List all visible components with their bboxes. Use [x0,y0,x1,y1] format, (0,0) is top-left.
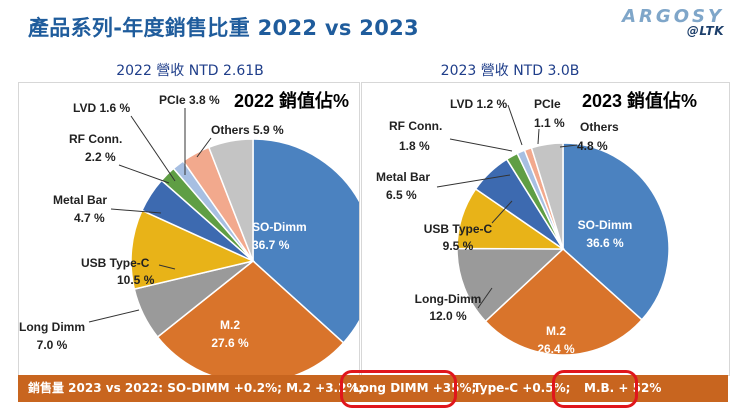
slice-label-others: Others 5.9 % [211,123,284,137]
pie-slice-long-dimm [456,247,565,323]
slice-label-lvd: LVD 1.6 % [73,101,130,115]
long-dimm-growth: Long DIMM +35%; [353,381,477,395]
slice-value-so-dimm: 36.7 % [252,238,290,252]
subtitle-2023: 2023 營收 NTD 3.0B [440,63,580,79]
slice-value-others: 4.8 % [577,139,608,153]
chart-heading: 2023 銷值佔% [582,90,697,111]
leader-line-metal-bar [110,208,162,214]
slice-label-metal-bar: Metal Bar [53,193,107,207]
slice-value-metal-bar: 6.5 % [386,188,417,202]
slice-label-rf-conn: RF Conn. [389,119,442,133]
page-title: 產品系列-年度銷售比重 2022 vs 2023 [28,16,419,40]
slice-label-m-2: M.2 [546,324,566,338]
slice-label-lvd: LVD 1.2 % [450,97,507,111]
slice-value-so-dimm: 36.6 % [586,236,624,250]
leader-line-usb-type-c [158,264,176,270]
leader-line-rf-conn [449,138,513,152]
slice-label-pcie: PCIe 3.8 % [159,93,220,107]
pie-slice-so-dimm [562,142,670,321]
slice-label-pcie: PCIe [534,97,561,111]
slice-label-rf-conn: RF Conn. [69,132,122,146]
leader-line-long-dimm [88,309,140,323]
pie-slice-others [530,142,564,250]
slice-label-usb-type-c: USB Type-C [424,222,493,236]
slice-value-usb-type-c: 10.5 % [117,273,155,287]
slice-value-pcie: 1.1 % [534,116,565,130]
pie-slice-m-2 [484,247,643,356]
leader-line-lvd [130,115,176,182]
slice-value-m-2: 26.4 % [537,342,575,356]
pie-chart-2023: 2023 銷值佔% SO-Dimm 36.6 % M.2 26.4 % Long-Dimm… [376,90,697,356]
slice-value-long-dimm: 12.0 % [429,309,467,323]
slice-value-rf-conn: 2.2 % [85,150,116,164]
leader-line-usb-type-c [491,200,513,224]
slice-label-so-dimm: SO-Dimm [252,220,307,234]
leader-line-others [559,144,578,148]
slice-value-usb-type-c: 9.5 % [443,239,474,253]
leader-line-long-dimm [477,287,493,309]
chart-heading: 2022 銷值佔% [234,90,349,111]
slice-label-so-dimm: SO-Dimm [578,218,633,232]
argosy-logo: ARGOSY @LTK [622,6,724,38]
subtitle-2022: 2022 營收 NTD 2.61B [116,63,264,79]
leader-line-metal-bar [436,174,511,188]
slice-label-m-2: M.2 [220,318,240,332]
chart-panel-2023: 2023 銷值佔% SO-Dimm 36.6 % M.2 26.4 % Long-Dimm… [361,82,730,376]
logo-sub: @LTK [686,24,724,38]
slice-value-m-2: 27.6 % [211,336,249,350]
slice-label-others: Others [580,120,619,134]
highlight-long-dimm [340,370,457,408]
pie-slice-others [207,138,254,262]
type-c-growth: Type-C +0.5%; [473,381,571,395]
sales-volume-bar: 銷售量 2023 vs 2022: SO-DIMM +0.2%; M.2 +3.… [18,375,728,402]
logo-brand: ARGOSY [622,6,724,27]
leader-line-lvd [507,104,523,146]
leader-line-pcie [537,128,540,145]
slice-value-long-dimm: 7.0 % [37,338,68,352]
sales-volume-summary: 銷售量 2023 vs 2022: SO-DIMM +0.2%; M.2 +3.… [28,381,364,395]
slice-label-metal-bar: Metal Bar [376,170,430,184]
slice-value-rf-conn: 1.8 % [399,139,430,153]
slice-label-usb-type-c: USB Type-C [81,256,150,270]
highlight-mb [552,370,638,408]
slice-label-long-dimm: Long Dimm [19,320,85,334]
slice-value-metal-bar: 4.7 % [74,211,105,225]
chart-panel-2022: 2022 銷值佔% SO-Dimm 36.7 % M.2 27.6 % Long Dimm… [18,82,376,384]
slice-label-long-dimm: Long-Dimm [415,292,482,306]
leader-line-others [196,137,212,158]
mb-growth: M.B. + 52% [584,381,662,395]
pie-chart-2022: 2022 銷值佔% SO-Dimm 36.7 % M.2 27.6 % Long Dimm… [19,90,376,384]
leader-line-rf-conn [118,164,170,184]
